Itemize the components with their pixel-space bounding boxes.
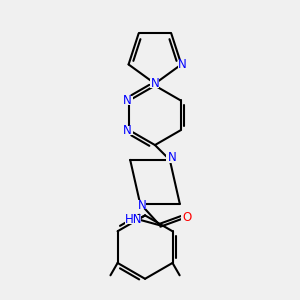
Bar (136, 200, 146, 209)
Bar (125, 215, 141, 224)
Bar (181, 213, 192, 222)
Bar (123, 96, 133, 105)
Text: N: N (178, 58, 187, 71)
Text: N: N (123, 124, 132, 137)
Bar (166, 154, 176, 164)
Text: N: N (138, 199, 146, 212)
Text: O: O (182, 211, 191, 224)
Text: N: N (167, 152, 176, 164)
Text: N: N (151, 77, 159, 90)
Bar (123, 126, 133, 135)
Text: HN: HN (124, 213, 142, 226)
Bar (151, 79, 159, 88)
Text: N: N (123, 94, 132, 107)
Bar (178, 60, 187, 69)
